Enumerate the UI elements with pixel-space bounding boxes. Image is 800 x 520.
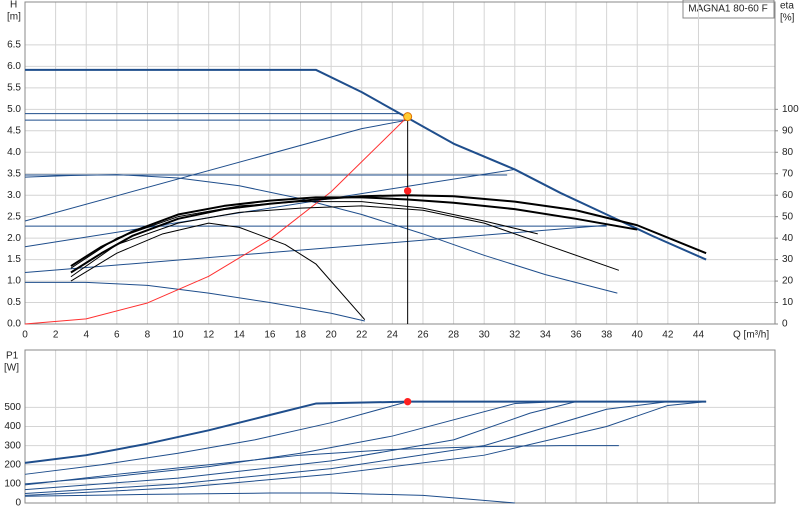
y2-tick-label: 0	[782, 319, 788, 330]
y-tick-label: 5.0	[7, 104, 21, 115]
curve	[24, 445, 619, 486]
x-tick-label: 32	[509, 330, 521, 341]
y-tick-label: 400	[4, 421, 21, 432]
curve	[24, 401, 577, 491]
x-tick-label: 12	[203, 330, 215, 341]
y2-tick-label: 30	[782, 254, 794, 265]
y2-axis-label: eta	[780, 1, 794, 12]
y-axis-label: H	[10, 0, 17, 11]
x-tick-label: 16	[264, 330, 276, 341]
y-tick-label: 3.5	[7, 168, 21, 179]
x-tick-label: 0	[22, 330, 28, 341]
x-tick-label: 22	[356, 330, 368, 341]
y-tick-label: 1.0	[7, 276, 21, 287]
x-tick-label: 14	[234, 330, 246, 341]
curve	[24, 401, 668, 494]
y2-tick-label: 80	[782, 147, 794, 158]
x-tick-label: 28	[448, 330, 460, 341]
y-tick-label: 1.5	[7, 254, 21, 265]
x-tick-label: 42	[662, 330, 674, 341]
y2-tick-label: 60	[782, 190, 794, 201]
title-box	[682, 0, 775, 19]
x-tick-label: 18	[295, 330, 307, 341]
curve	[24, 119, 408, 222]
y-tick-label: 5.5	[7, 83, 21, 94]
y2-tick-label: 100	[782, 104, 799, 115]
y-tick-label: 0.0	[7, 319, 21, 330]
y-axis-unit: [m]	[7, 12, 21, 23]
x-tick-label: 38	[601, 330, 613, 341]
y2-axis-unit: [%]	[780, 13, 795, 24]
duty-point	[403, 187, 412, 195]
y2-tick-label: 20	[782, 276, 794, 287]
y-axis-label: P1	[6, 351, 19, 362]
curve	[24, 224, 607, 273]
x-tick-label: 40	[632, 330, 644, 341]
curve	[24, 492, 515, 504]
y-tick-label: 3.0	[7, 190, 21, 201]
y-axis-unit: [W]	[4, 363, 19, 374]
x-tick-label: 8	[145, 330, 151, 341]
y-tick-label: 0	[15, 498, 21, 509]
x-tick-label: 44	[693, 330, 705, 341]
y-tick-label: 500	[4, 402, 21, 413]
x-tick-label: 24	[387, 330, 399, 341]
curve	[24, 400, 707, 464]
x-tick-label: 4	[83, 330, 89, 341]
x-tick-label: 10	[172, 330, 184, 341]
x-axis-label: Q [m³/h]	[733, 330, 769, 341]
y-tick-label: 2.0	[7, 233, 21, 244]
curve	[24, 168, 515, 248]
curve	[25, 281, 365, 322]
y2-tick-label: 50	[782, 211, 794, 222]
x-tick-label: 26	[417, 330, 429, 341]
x-tick-label: 20	[326, 330, 338, 341]
duty-point	[403, 397, 412, 406]
curve	[70, 205, 620, 278]
curve	[24, 401, 561, 485]
plot-frame	[24, 1, 776, 325]
y-tick-label: 0.5	[7, 297, 21, 308]
x-tick-label: 36	[570, 330, 582, 341]
curve	[24, 116, 409, 325]
y2-tick-label: 10	[782, 297, 794, 308]
x-tick-label: 30	[479, 330, 491, 341]
y-tick-label: 2.5	[7, 211, 21, 222]
x-tick-label: 6	[114, 330, 120, 341]
y2-tick-label: 40	[782, 233, 794, 244]
duty-point	[403, 112, 413, 122]
y-tick-label: 100	[4, 479, 21, 490]
curve	[25, 68, 707, 261]
curve	[70, 196, 638, 267]
curve	[70, 201, 538, 269]
curve	[70, 222, 366, 321]
curve	[24, 401, 707, 496]
y-tick-label: 4.0	[7, 147, 21, 158]
y-tick-label: 6.0	[7, 61, 21, 72]
curve	[24, 401, 408, 475]
y-tick-label: 300	[4, 440, 21, 451]
chart-title: MAGNA1 80-60 F	[688, 4, 767, 15]
y-tick-label: 200	[4, 459, 21, 470]
plot-frame	[24, 349, 776, 504]
x-tick-label: 34	[540, 330, 552, 341]
y2-tick-label: 70	[782, 168, 794, 179]
y-tick-label: 6.5	[7, 40, 21, 51]
x-tick-label: 2	[53, 330, 59, 341]
y-tick-label: 4.5	[7, 125, 21, 136]
y2-tick-label: 90	[782, 125, 794, 136]
